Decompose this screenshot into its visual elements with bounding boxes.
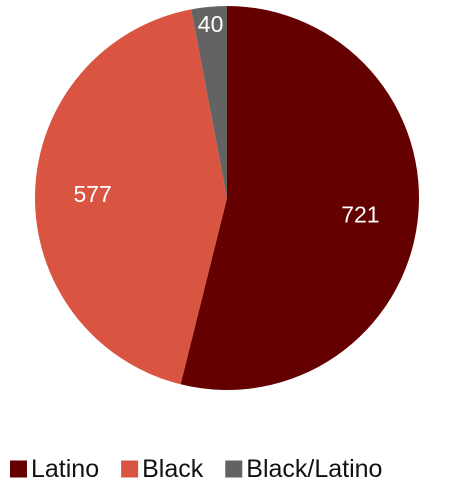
pie-slice-black-latino bbox=[191, 6, 227, 198]
pie-slices bbox=[35, 6, 419, 390]
legend: Latino Black Black/Latino bbox=[10, 455, 382, 483]
legend-label-black-latino: Black/Latino bbox=[246, 455, 382, 483]
pie-slice-latino bbox=[180, 6, 419, 390]
legend-swatch-black-latino bbox=[225, 460, 243, 478]
slice-label-black: 577 bbox=[73, 181, 111, 207]
legend-swatch-latino bbox=[10, 460, 27, 478]
legend-label-latino: Latino bbox=[31, 455, 99, 483]
slice-label-black-latino: 40 bbox=[198, 11, 224, 37]
legend-swatch-black bbox=[121, 460, 139, 478]
pie-slice-black bbox=[35, 9, 227, 385]
slice-label-latino: 721 bbox=[341, 201, 379, 227]
slice-labels: 721 577 40 bbox=[73, 11, 379, 228]
legend-label-black: Black bbox=[142, 455, 204, 483]
